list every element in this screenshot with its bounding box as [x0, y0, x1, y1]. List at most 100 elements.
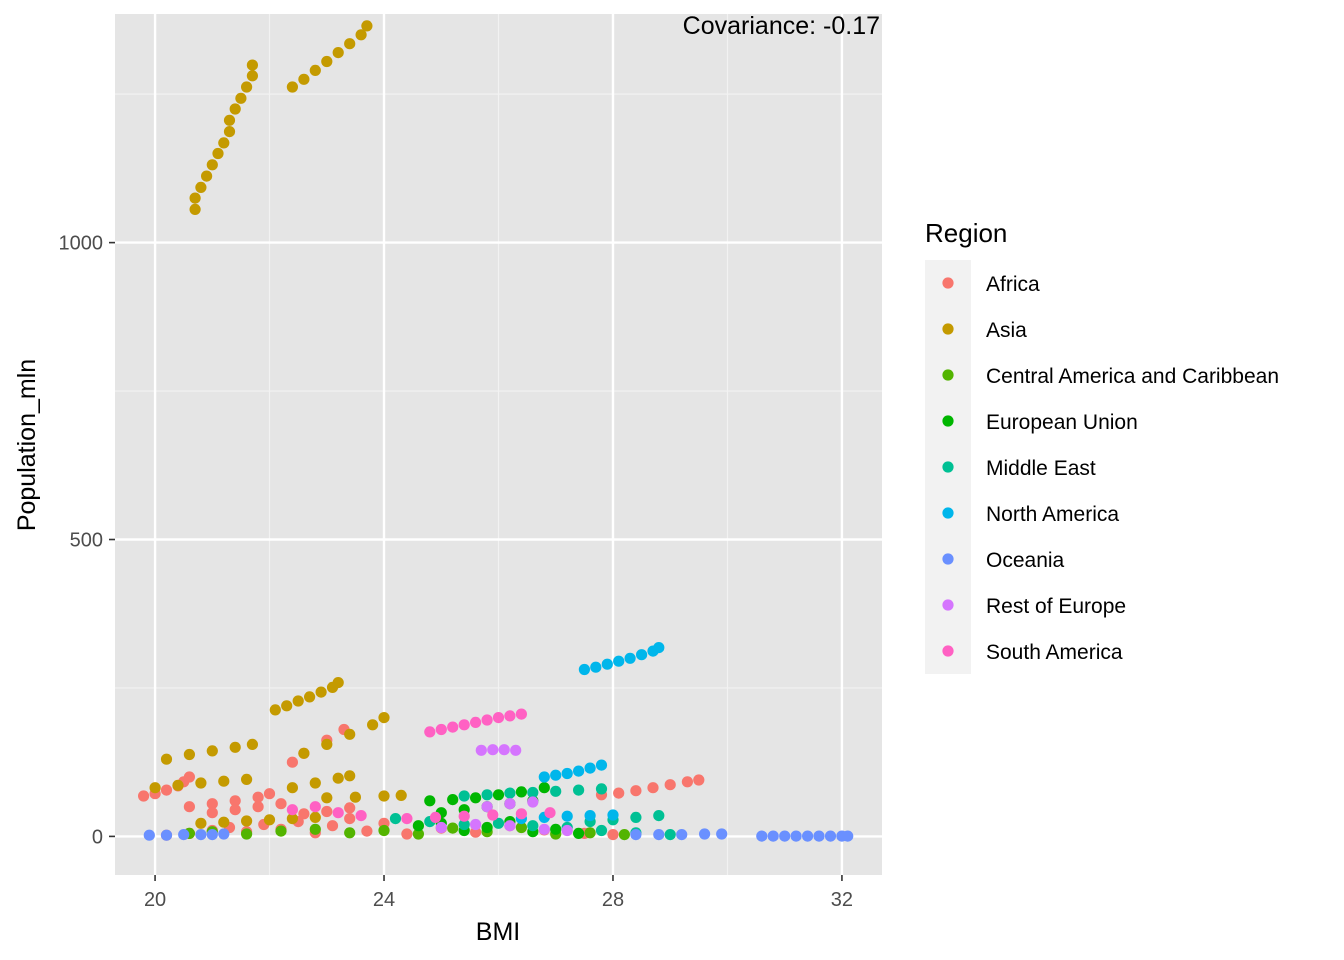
data-point	[201, 170, 213, 182]
data-point	[367, 719, 379, 731]
data-point	[309, 64, 321, 76]
data-point	[212, 147, 224, 160]
data-point	[189, 192, 201, 204]
data-point	[195, 181, 207, 193]
data-point	[344, 827, 356, 839]
legend-key	[942, 369, 954, 381]
data-point	[229, 741, 241, 753]
legend-key	[942, 415, 954, 427]
x-tick-label: 20	[144, 889, 166, 911]
data-point	[613, 655, 625, 667]
data-point	[590, 661, 602, 673]
data-point	[241, 828, 253, 840]
data-point	[458, 719, 470, 731]
data-point	[332, 807, 344, 819]
data-point	[241, 81, 253, 93]
data-point	[252, 801, 264, 813]
data-point	[349, 791, 361, 803]
data-point	[286, 804, 298, 816]
data-point	[504, 787, 516, 799]
data-point	[298, 808, 310, 820]
data-point	[223, 114, 236, 126]
y-tick-label: 1000	[59, 233, 104, 255]
data-point	[252, 791, 264, 803]
legend-key	[942, 645, 954, 657]
data-point	[538, 771, 550, 783]
data-point	[206, 829, 218, 841]
data-point	[693, 774, 705, 786]
data-point	[309, 801, 321, 813]
data-point	[573, 765, 585, 777]
data-point	[178, 829, 190, 841]
data-point	[292, 695, 304, 707]
data-point	[223, 126, 236, 138]
data-point	[481, 789, 493, 801]
data-point	[269, 704, 281, 716]
data-point	[790, 830, 802, 842]
data-point	[481, 821, 493, 834]
series-rest-of-europe	[435, 744, 573, 837]
data-point	[378, 712, 390, 724]
data-point	[332, 772, 344, 784]
data-point	[779, 830, 791, 842]
data-point	[470, 716, 482, 729]
data-point	[246, 59, 258, 71]
data-point	[183, 801, 195, 813]
series-north-america	[515, 642, 665, 825]
legend-key	[942, 507, 954, 519]
data-point	[229, 804, 241, 816]
data-point	[189, 203, 201, 215]
data-point	[653, 829, 665, 841]
data-point	[263, 788, 276, 800]
data-point	[618, 829, 631, 841]
series-south-america	[286, 708, 556, 825]
data-point	[206, 798, 218, 810]
data-point	[160, 753, 173, 765]
data-point	[412, 820, 424, 832]
data-point	[544, 807, 556, 819]
data-point	[321, 55, 333, 68]
legend-label: Asia	[986, 319, 1027, 342]
data-point	[246, 738, 258, 751]
data-point	[286, 782, 298, 794]
data-point	[538, 823, 550, 835]
data-point	[653, 810, 665, 822]
data-point	[664, 829, 676, 841]
data-point	[275, 825, 287, 837]
data-point	[401, 828, 413, 840]
data-point	[813, 830, 825, 842]
data-point	[321, 805, 333, 818]
legend-label: European Union	[986, 411, 1138, 434]
data-point	[492, 712, 505, 724]
data-point	[481, 801, 493, 813]
data-point	[286, 756, 298, 768]
data-point	[218, 828, 230, 840]
data-point	[527, 786, 539, 799]
data-point	[630, 811, 642, 824]
data-point	[550, 769, 562, 781]
data-point	[475, 744, 487, 756]
data-point	[767, 830, 779, 842]
data-point	[160, 829, 173, 841]
data-point	[607, 829, 619, 841]
data-point	[504, 820, 516, 832]
data-point	[601, 658, 613, 670]
data-point	[298, 73, 310, 85]
data-point	[241, 815, 253, 827]
data-point	[550, 785, 562, 797]
data-point	[361, 20, 373, 32]
data-point	[361, 825, 373, 837]
legend-key	[942, 461, 954, 473]
data-point	[183, 771, 195, 783]
data-point	[412, 828, 424, 840]
data-point	[298, 747, 310, 759]
data-points	[138, 20, 854, 842]
legend-label: Africa	[986, 273, 1040, 296]
data-point	[332, 47, 344, 59]
data-point	[487, 809, 499, 821]
data-point	[584, 762, 596, 774]
x-tick-label: 24	[373, 889, 395, 911]
data-point	[624, 652, 636, 664]
data-point	[321, 792, 333, 804]
data-point	[550, 823, 562, 835]
